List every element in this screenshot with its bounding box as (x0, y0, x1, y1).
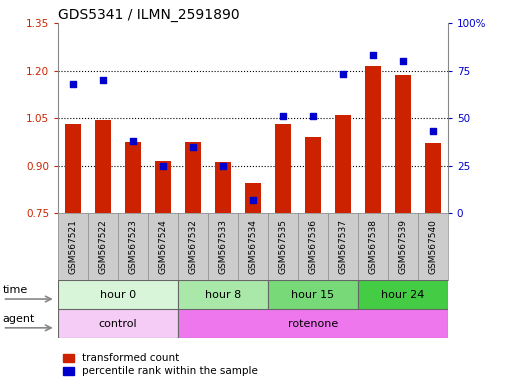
Bar (184, 142, 201, 213)
Text: agent: agent (3, 314, 35, 324)
Point (308, 113, 316, 119)
Bar (125, 142, 141, 213)
Text: GSM567524: GSM567524 (158, 219, 167, 274)
Point (368, 52, 376, 58)
Text: hour 8: hour 8 (205, 290, 241, 300)
Text: GSM567521: GSM567521 (69, 219, 78, 274)
Bar (65, 124, 81, 213)
Bar (95, 120, 111, 213)
Point (189, 144, 197, 150)
Bar (357, 280, 447, 309)
Point (129, 138, 137, 144)
Bar (58, 280, 178, 309)
Bar (274, 124, 291, 213)
Point (278, 113, 286, 119)
Bar (334, 115, 350, 213)
Point (99, 77, 107, 83)
Text: hour 24: hour 24 (380, 290, 424, 300)
Text: GSM567535: GSM567535 (278, 219, 287, 274)
Point (159, 162, 167, 169)
Bar (424, 144, 440, 213)
Point (338, 71, 346, 78)
Bar (214, 162, 231, 213)
Text: GSM567533: GSM567533 (218, 219, 227, 274)
Legend: transformed count, percentile rank within the sample: transformed count, percentile rank withi… (63, 353, 258, 376)
Bar (268, 280, 357, 309)
Point (219, 162, 227, 169)
Point (69, 81, 77, 87)
Point (248, 197, 257, 203)
Text: GSM567532: GSM567532 (188, 219, 197, 274)
Bar (178, 309, 447, 338)
Bar (178, 280, 268, 309)
Text: time: time (3, 285, 28, 295)
Point (428, 128, 436, 134)
Text: GSM567536: GSM567536 (308, 219, 317, 274)
Bar (304, 137, 321, 213)
Point (398, 58, 406, 64)
Text: GDS5341 / ILMN_2591890: GDS5341 / ILMN_2591890 (58, 8, 239, 22)
Bar (364, 66, 380, 213)
Text: hour 15: hour 15 (291, 290, 334, 300)
Bar (244, 183, 261, 213)
Text: GSM567523: GSM567523 (128, 219, 137, 274)
Text: GSM567540: GSM567540 (427, 219, 436, 274)
Bar (394, 75, 410, 213)
Text: hour 0: hour 0 (100, 290, 136, 300)
Text: rotenone: rotenone (287, 318, 337, 329)
Text: GSM567538: GSM567538 (368, 219, 377, 274)
Text: GSM567537: GSM567537 (338, 219, 347, 274)
Text: GSM567522: GSM567522 (98, 219, 108, 274)
Bar (58, 309, 178, 338)
Bar (155, 161, 171, 213)
Text: control: control (98, 318, 137, 329)
Text: GSM567534: GSM567534 (248, 219, 257, 274)
Text: GSM567539: GSM567539 (397, 219, 407, 274)
